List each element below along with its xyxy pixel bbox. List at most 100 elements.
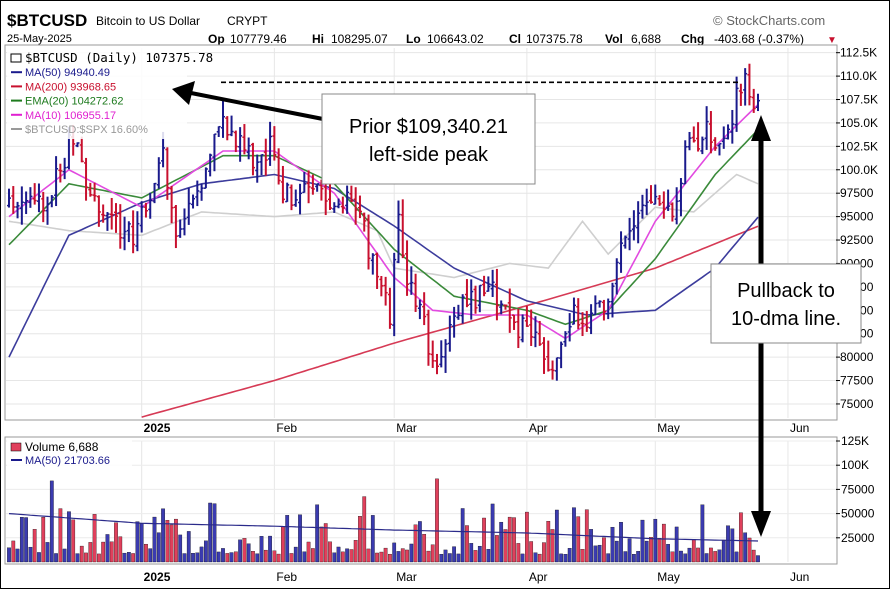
volume-bar (422, 534, 427, 563)
volume-bar (610, 526, 615, 563)
x-tick-label: May (657, 421, 680, 435)
x-tick-label: Mar (396, 570, 417, 584)
volume-bar (751, 549, 756, 563)
volume-bar (161, 508, 165, 563)
volume-bar (679, 550, 683, 563)
op-value: 107779.46 (230, 32, 287, 46)
volume-bar (251, 551, 255, 563)
volume-bar (15, 548, 20, 563)
volume-bar (589, 529, 593, 563)
volume-bar (550, 529, 555, 563)
volume-bar (272, 550, 277, 563)
ema20-line (8, 129, 759, 326)
volume-bar (58, 508, 63, 563)
volume-tick-label: 25000 (841, 531, 875, 545)
x-tick-label: Apr (529, 570, 548, 584)
volume-bar (533, 552, 538, 563)
volume-bar (447, 553, 452, 563)
legend-label: MA(200) 93968.65 (25, 81, 116, 93)
volume-bar (486, 549, 491, 563)
price-bars (7, 63, 760, 381)
volume-bar (353, 540, 358, 563)
volume-bar (229, 552, 234, 563)
price-tick-label: 95000 (840, 210, 874, 224)
volume-bar (405, 549, 409, 563)
volume-bar (233, 551, 238, 563)
volume-bar (208, 502, 213, 563)
volume-bar (306, 541, 311, 563)
volume-bar (580, 549, 585, 563)
volume-bar (520, 553, 525, 563)
volume-bar (700, 504, 705, 563)
price-tick-label: 80000 (840, 350, 874, 364)
volume-bar (370, 515, 375, 563)
volume-bar (101, 541, 106, 563)
volume-bar (713, 551, 718, 563)
volume-bar (542, 542, 546, 563)
volume-bar (92, 514, 97, 563)
volume-bar (499, 521, 504, 563)
volume-bar (670, 551, 675, 563)
volume-ma50-line (8, 513, 759, 542)
x-tick-label: Jun (790, 570, 809, 584)
volume-bar (482, 517, 486, 563)
volume-bar (122, 552, 127, 563)
volume-axis: 125K 100K 75000 50000 25000 (836, 434, 875, 545)
volume-bar (473, 550, 478, 563)
x-tick-label: Feb (276, 421, 297, 435)
volume-bar (242, 538, 247, 563)
x-tick-label: 2025 (144, 570, 171, 584)
volume-bar (298, 514, 302, 563)
moving-average-lines (8, 104, 759, 542)
volume-swatch-icon (10, 442, 22, 452)
volume-bar (375, 552, 379, 563)
peak-arrow-head-icon (172, 81, 195, 105)
price-legend: $BTCUSD (Daily) 107375.78 MA(50) 94940.49… (7, 48, 213, 139)
exchange: CRYPT (227, 14, 268, 28)
volume-bar (683, 553, 688, 563)
volume-bar (139, 523, 144, 563)
volume-bar (409, 543, 414, 563)
volume-bar (632, 554, 636, 563)
volume-legend-label: MA(50) 21703.66 (25, 455, 110, 467)
volume-bar (152, 516, 157, 563)
lo-value: 106643.02 (427, 32, 484, 46)
quote-strip: Op 107779.46 Hi 108295.07 Lo 106643.02 C… (208, 32, 837, 46)
volume-bar (477, 545, 482, 563)
volume-legend-background (7, 439, 132, 468)
volume-bar (606, 553, 611, 563)
volume-bar (366, 548, 371, 563)
volume-bar (739, 512, 743, 563)
volume-bar (340, 551, 345, 563)
volume-bar (400, 548, 405, 563)
volume-bar (512, 517, 516, 563)
volume-bar (293, 546, 298, 563)
x-tick-label: Mar (396, 421, 417, 435)
volume-bar (734, 551, 739, 563)
volume-bar (135, 521, 140, 563)
price-tick-label: 105.0K (840, 116, 878, 130)
volume-bar (28, 546, 33, 563)
volume-bar (332, 552, 337, 563)
volume-bar (311, 548, 315, 563)
volume-bar (443, 549, 448, 563)
price-tick-label: 102.5K (840, 139, 878, 153)
volume-bar (627, 538, 632, 563)
volume-bar (238, 539, 242, 563)
volume-bar (328, 541, 332, 563)
volume-bar (319, 526, 324, 563)
pullback-arrow-up-head-icon (751, 115, 771, 141)
peak-arrow-shaft (190, 91, 324, 121)
x-tick-label: 2025 (144, 421, 171, 435)
volume-bar (285, 515, 290, 563)
volume-bar (349, 549, 354, 563)
volume-bar (195, 552, 200, 563)
security-name: Bitcoin to US Dollar (96, 14, 200, 28)
volume-bar (118, 536, 123, 563)
volume-bar (456, 553, 461, 563)
volume-tick-label: 50000 (841, 507, 875, 521)
volume-bar (178, 534, 183, 563)
volume-bar (465, 525, 469, 563)
